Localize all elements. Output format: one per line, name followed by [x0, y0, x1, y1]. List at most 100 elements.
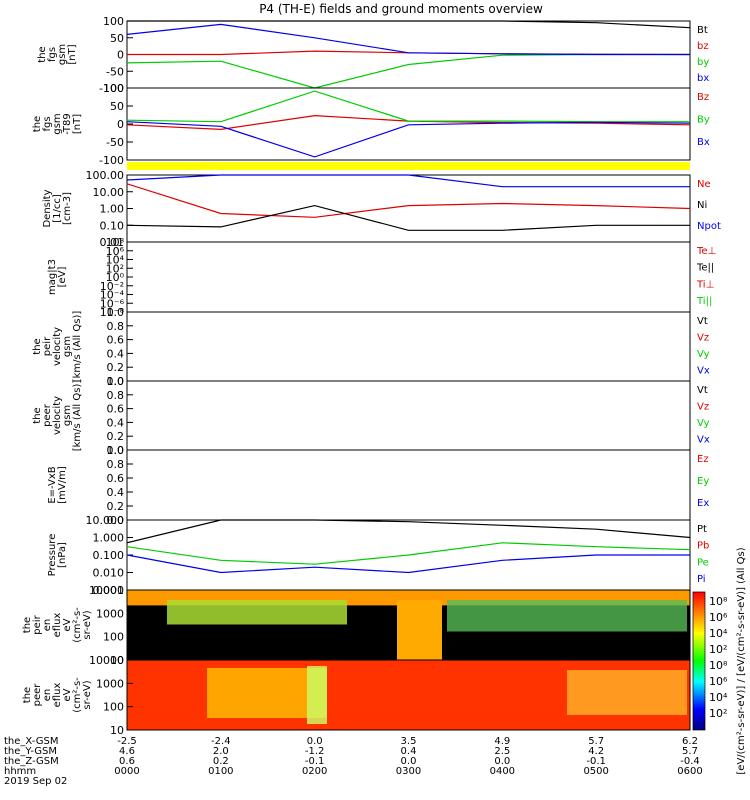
ytick-label: 1.0 — [107, 444, 125, 457]
yellow-quality-bar — [127, 162, 690, 170]
ylabel-line: fgs — [42, 116, 53, 131]
legend-Pe: Pe — [697, 557, 709, 568]
colorbar — [692, 591, 706, 731]
footer-value: 0300 — [396, 766, 421, 777]
panel-pressure: 10.000 1.000 0.100 0.010 0.001 Pressure [nPa] P… — [47, 514, 709, 597]
footer-value: -2.4 — [211, 736, 231, 747]
ytick-label: 0.6 — [107, 403, 125, 416]
footer-value: 0200 — [302, 766, 327, 777]
footer-value: 0.4 — [401, 746, 417, 757]
colorbar-tick: 10⁶ — [709, 675, 728, 688]
ylabel-line: Pressure — [47, 534, 58, 577]
footer-value: 4.2 — [588, 746, 604, 757]
ylabel-line: -T89 — [62, 113, 73, 135]
series-Pe — [126, 542, 691, 565]
ylabel-line: sr-eV) — [82, 610, 93, 639]
colorbar-tick: 10² — [709, 707, 727, 720]
footer-value: -0.1 — [305, 756, 325, 767]
footer-value: -1.2 — [305, 746, 325, 757]
ylabel-line: eflux — [52, 683, 63, 708]
ylabel-line: peir — [42, 336, 53, 356]
series-Bt — [127, 20, 691, 29]
ytick-label: 1000 — [96, 677, 124, 690]
footer-label: hhmm — [4, 766, 36, 777]
ytick-label: 1000 — [96, 607, 124, 620]
legend-Bx: Bx — [697, 137, 710, 148]
ytick-label: 10 — [110, 724, 124, 737]
footer-label: the_Z-GSM — [4, 756, 59, 767]
ylabel-line: (cm²-s- — [72, 607, 83, 643]
legend-bz: bz — [697, 41, 709, 52]
ytick-label: 0.001 — [93, 584, 125, 597]
ylabel-line: velocity — [52, 396, 63, 435]
legend-Ex: Ex — [697, 498, 709, 509]
ytick-label: 10⁻⁶ — [100, 297, 125, 310]
ytick-label: 10⁶ — [106, 245, 125, 258]
footer-value: -2.5 — [117, 736, 137, 747]
panel-frame — [126, 311, 691, 382]
ytick-label: 10⁻² — [100, 280, 124, 293]
footer-value: 5.7 — [682, 746, 698, 757]
panel-frame — [126, 87, 691, 161]
ylabel-line: gsm — [52, 113, 63, 134]
ytick-label: 10⁰ — [106, 271, 125, 284]
ytick-label: 10 — [110, 654, 124, 667]
panel-frame — [126, 174, 691, 243]
ylabel-line: gsm — [57, 44, 68, 65]
colorbar-tick: 10⁶ — [709, 611, 728, 624]
footer-value: 0.2 — [213, 756, 229, 767]
footer-value: 0.0 — [494, 756, 510, 767]
legend-Ni: Ni — [697, 200, 707, 211]
ylabel-line: [nPa] — [57, 542, 68, 568]
footer-value: 5.7 — [588, 736, 604, 747]
ylabel-line: the — [32, 338, 43, 354]
colorbar-tick: 10² — [709, 643, 727, 656]
panel-frame — [126, 241, 691, 313]
ylabel-line: en — [42, 689, 53, 702]
footer-value: 6.2 — [682, 736, 698, 747]
colorbar-tick: 10⁴ — [709, 627, 728, 640]
colorbar-tick: 10⁸ — [709, 595, 728, 608]
footer-date: 2019 Sep 02 — [4, 776, 67, 787]
footer-value: -0.4 — [680, 756, 700, 767]
legend-By: By — [697, 115, 710, 126]
panel-frame — [126, 380, 691, 451]
ytick-label: 0.100 — [93, 549, 125, 562]
ylabel-line: [1/cc] — [52, 194, 63, 223]
spectrogram-peir-burst — [397, 600, 442, 660]
ylabel-line: (cm²-s- — [72, 677, 83, 713]
ytick-label: 0.4 — [107, 347, 125, 360]
ylabel-line: the — [32, 116, 43, 132]
ytick-label: 10000 — [89, 584, 124, 597]
footer-value: 0.6 — [119, 756, 135, 767]
footer-label: the_X-GSM — [4, 736, 58, 747]
series-Pi — [126, 554, 690, 574]
ytick-label: 10⁻⁴ — [100, 289, 125, 302]
ytick-label: 10.00 — [93, 186, 125, 199]
ytick-label: 0.01 — [100, 236, 125, 249]
ytick-label: 0.10 — [100, 219, 125, 232]
legend-by: by — [697, 57, 709, 68]
series-Ne — [126, 183, 691, 218]
legend-Pi: Pi — [697, 574, 706, 585]
ytick-label: 0.0 — [107, 514, 125, 527]
ytick-label: 100 — [103, 631, 124, 644]
ytick-label: 100 — [103, 15, 124, 28]
ytick-label: 10⁸ — [106, 236, 125, 249]
panel-fgs-gsm: 100 50 0 -50 -100 the fgs gsm [nT] Bt bz by bx — [37, 15, 709, 95]
series-Ni — [126, 204, 690, 231]
legend-Vz: Vz — [697, 401, 709, 412]
legend-Pb: Pb — [697, 541, 709, 552]
footer-value: 0400 — [490, 766, 515, 777]
ylabel-line: en — [42, 619, 53, 632]
legend-Ne: Ne — [697, 179, 711, 190]
ytick-label: 0.4 — [107, 416, 125, 429]
legend-Vy: Vy — [697, 349, 710, 360]
ytick-label: 0 — [117, 49, 124, 62]
ytick-label: 0.8 — [107, 389, 125, 402]
ylabel-line: fgs — [47, 47, 58, 62]
ylabel-line: E=-VxB — [47, 466, 58, 503]
ytick-label: 0.010 — [93, 567, 125, 580]
